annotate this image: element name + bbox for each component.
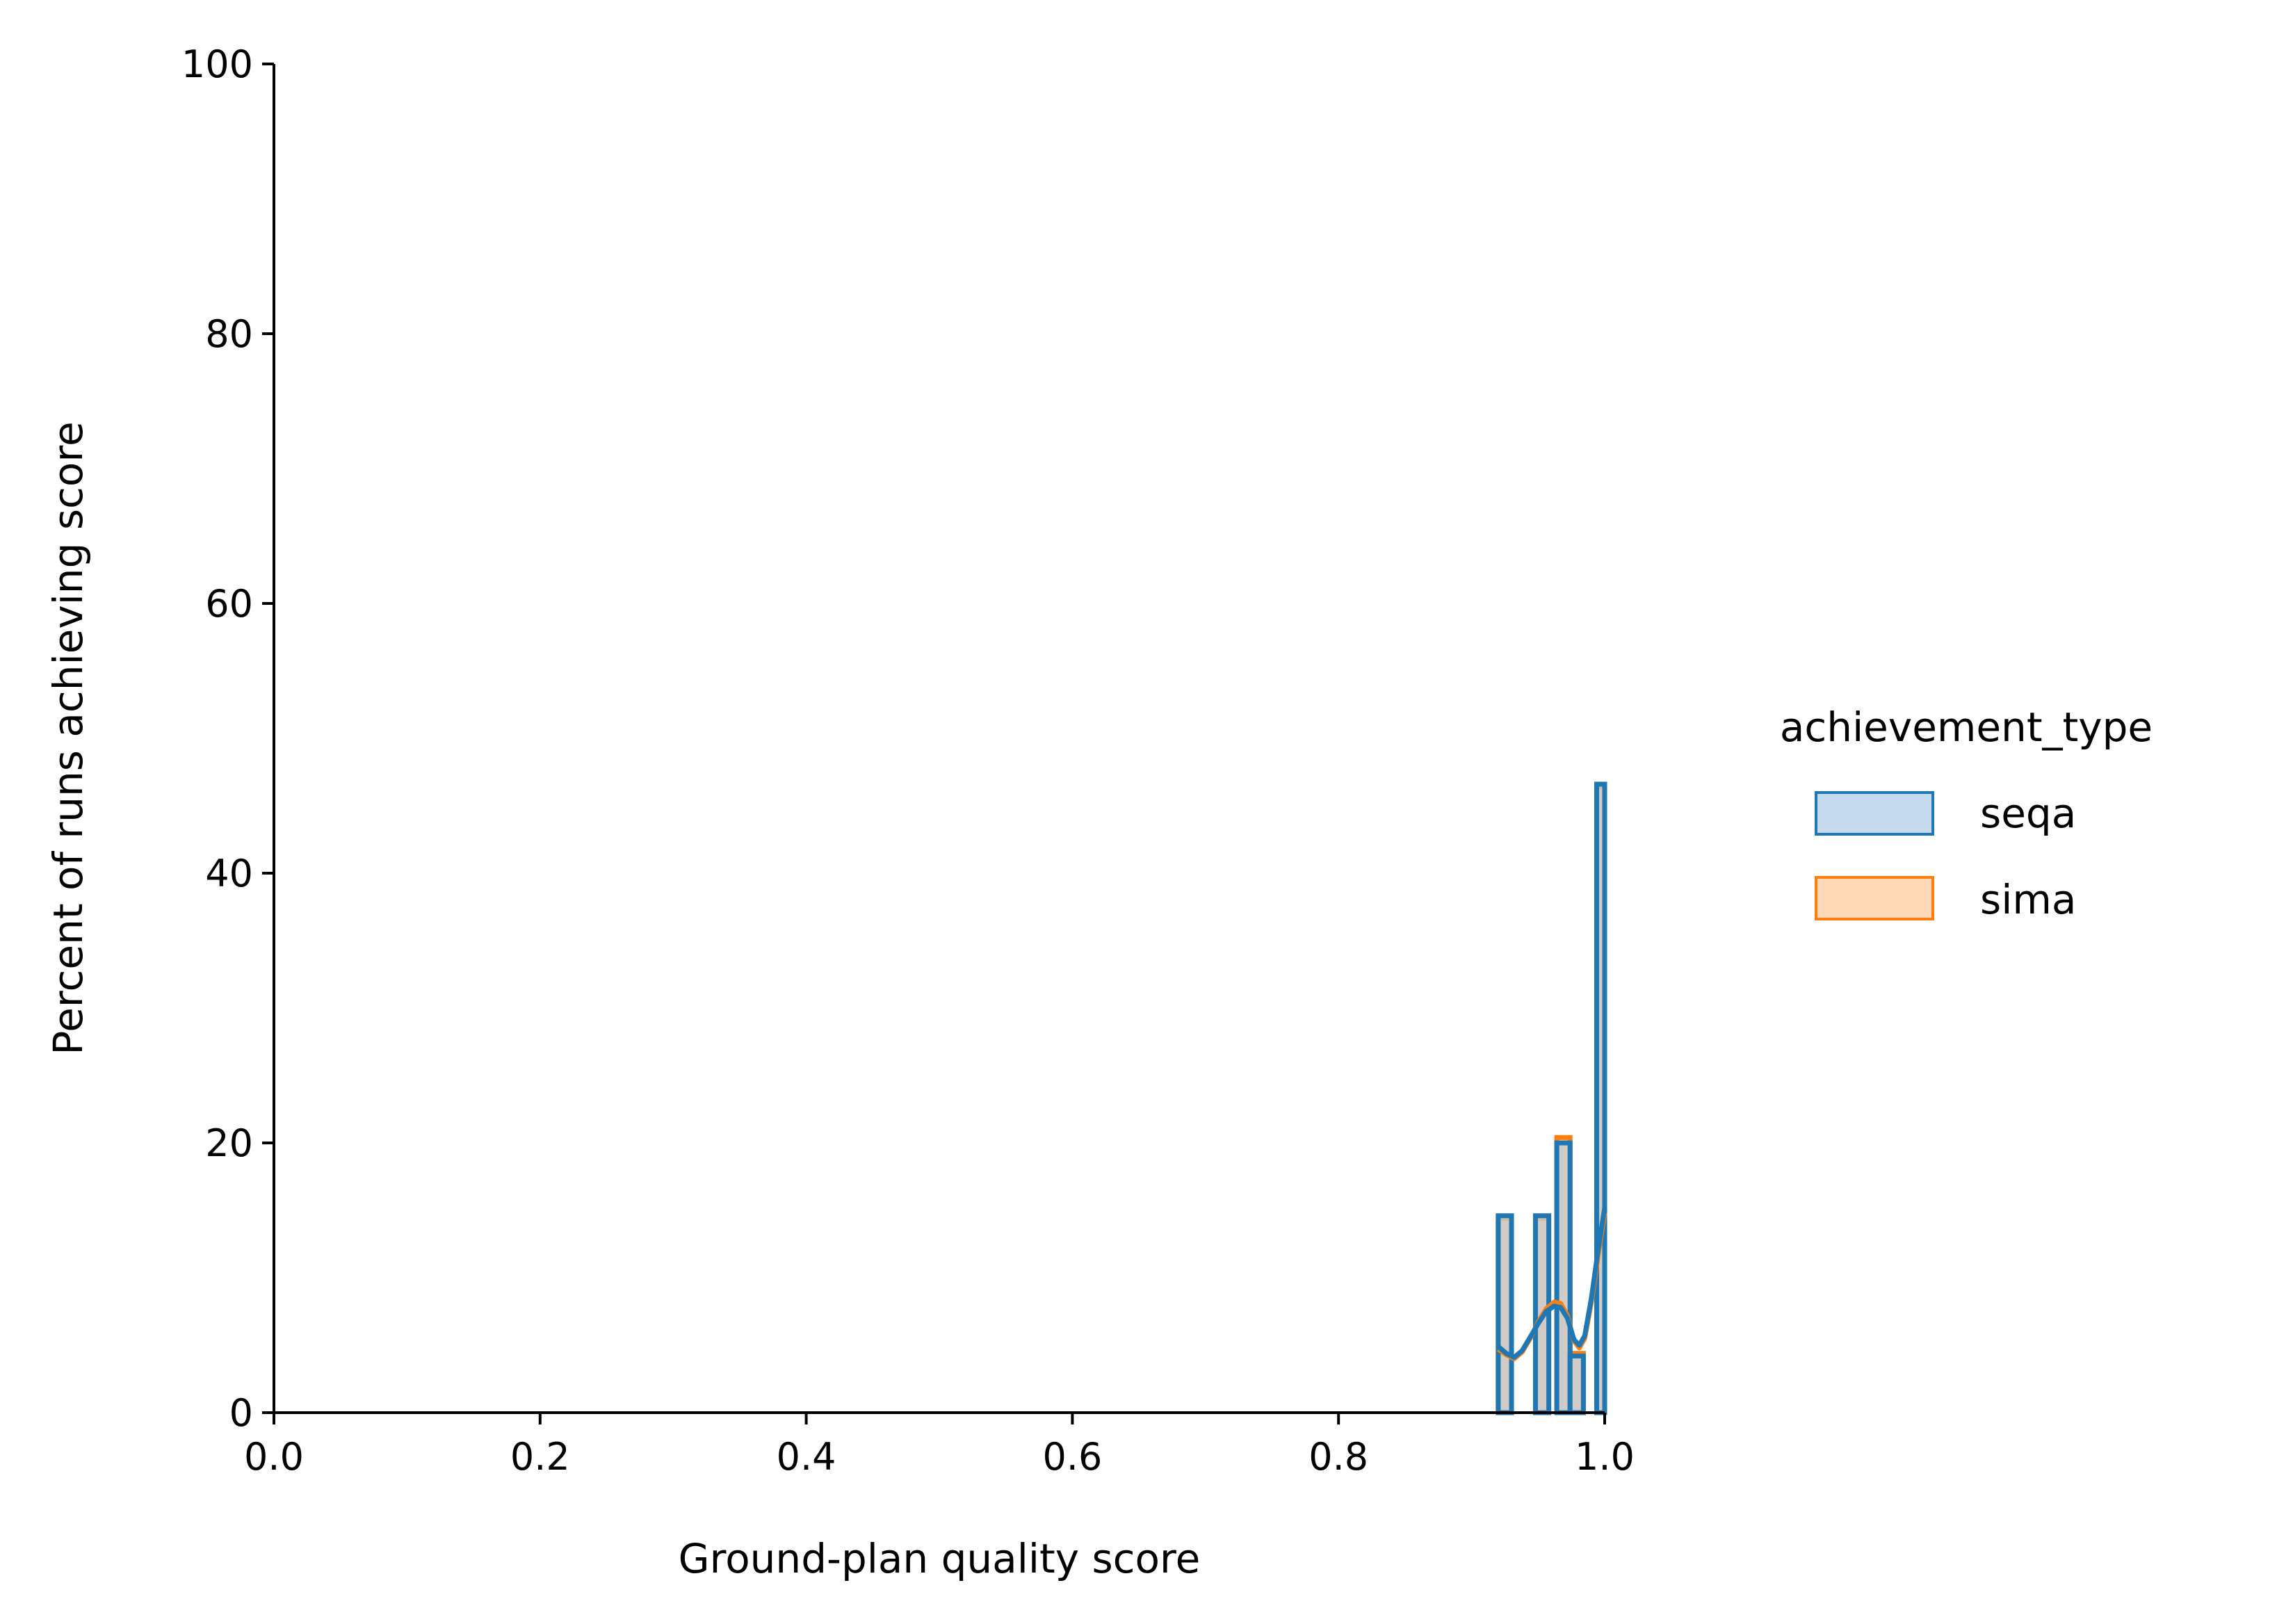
x-axis-title: Ground-plan quality score [679,1535,1201,1582]
bar-seqa [1496,1213,1514,1415]
y-tick-label: 20 [205,1121,253,1165]
kde-line-seqa [1496,1207,1607,1360]
x-tick-label: 0.0 [244,1435,304,1479]
y-axis-title: Percent of runs achieving score [44,421,92,1055]
bar-seqa [1567,1354,1586,1415]
x-axis-ticks: 0.0 0.2 0.4 0.6 0.8 1.0 [244,1413,1635,1479]
legend-label-sima: sima [1980,876,2076,923]
legend-title: achievement_type [1780,704,2153,751]
kde-curves [1496,1207,1607,1361]
legend-swatch-sima [1815,876,1934,920]
y-tick-label: 100 [181,42,253,86]
x-tick-label: 1.0 [1575,1435,1635,1479]
legend: achievement_type seqa sima [1780,704,2153,923]
y-axis-ticks: 0 20 40 60 80 100 [181,42,274,1435]
bar-seqa [1594,781,1607,1415]
y-tick-label: 0 [229,1391,253,1435]
x-tick-label: 0.6 [1042,1435,1102,1479]
x-tick-label: 0.4 [777,1435,836,1479]
legend-swatch-seqa [1815,791,1934,836]
y-tick-label: 80 [205,312,253,356]
kde-line-sima [1496,1212,1607,1361]
y-tick-label: 40 [205,852,253,895]
x-tick-label: 0.8 [1308,1435,1368,1479]
legend-label-seqa: seqa [1980,790,2076,837]
x-tick-label: 0.2 [510,1435,570,1479]
y-tick-label: 60 [205,582,253,626]
series-seqa-bars [1496,781,1607,1415]
